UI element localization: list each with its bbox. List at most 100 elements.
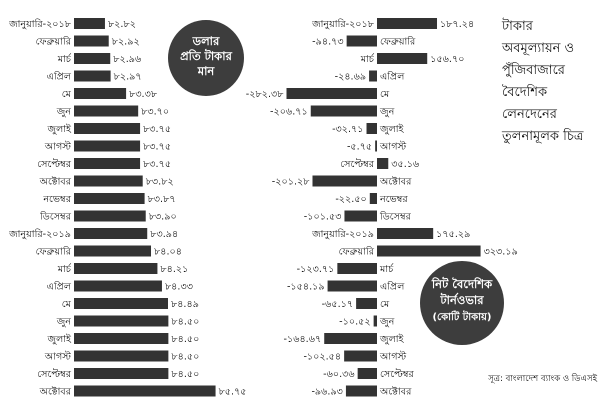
left-chart-title-line: প্রতি টাকার — [180, 48, 232, 63]
left-category-label: অক্টোবর — [39, 176, 72, 188]
left-value-label: ৮৩.৯৪ — [150, 229, 178, 240]
right-bar — [377, 53, 428, 64]
left-category-label: ডিসেম্বর — [39, 211, 72, 223]
source-note: সূত্র: বাংলাদেশ ব্যাংক ও ডিএসই — [487, 373, 597, 384]
right-bar — [357, 368, 377, 379]
left-bar — [74, 333, 169, 344]
left-bar — [74, 158, 141, 169]
right-chart-title-line: নিট বৈদেশিক — [431, 276, 493, 291]
left-value-label: ৮৪.৪৯ — [171, 299, 199, 310]
right-bar — [337, 263, 377, 274]
left-bar — [74, 193, 145, 204]
left-bar — [74, 280, 162, 292]
left-value-label: ৮৪.৫০ — [171, 369, 199, 380]
left-category-label: এপ্রিল — [47, 281, 72, 293]
right-value-label: ১৮৭.২৪ — [440, 19, 474, 30]
right-value-label: -১৫৪.১৯ — [287, 282, 325, 293]
right-bar — [373, 315, 377, 327]
right-category-label: জুন — [379, 107, 396, 118]
left-category-label: ফেব্রুয়ারি — [36, 246, 72, 258]
right-value-label: ১৭৫.২৯ — [436, 229, 470, 240]
left-bar — [74, 245, 152, 257]
left-value-label: ৮৩.৭৫ — [143, 142, 171, 153]
left-bar — [74, 210, 146, 222]
left-bar — [74, 70, 111, 82]
right-value-label: -১০১.৫৩ — [304, 212, 342, 223]
right-category-label: অক্টোবর — [379, 386, 412, 398]
left-value-label: ৮২.৯৭ — [114, 72, 142, 83]
left-category-label: ফেব্রুয়ারি — [36, 36, 72, 48]
left-value-label: ৮৩.৭৫ — [143, 159, 171, 170]
left-bar — [74, 18, 105, 29]
left-value-label: ৮৪.৫০ — [171, 334, 199, 345]
right-value-label: -২৮২.৩৮ — [246, 89, 284, 100]
right-category-label: ডিসেম্বর — [379, 211, 412, 223]
left-value-label: ৮৩.৩৮ — [129, 89, 158, 100]
left-bar — [74, 315, 169, 327]
right-value-label: -৬৫.১৭ — [322, 299, 353, 310]
left-category-label: সেপ্টেম্বর — [37, 368, 71, 380]
right-value-label: -২০৬.৭১ — [270, 107, 308, 118]
right-value-label: -৯৬.৯৩ — [311, 387, 343, 398]
right-value-label: -১২৩.৭১ — [297, 264, 335, 275]
right-category-label: সেপ্টেম্বর — [380, 368, 414, 380]
left-category-label: এপ্রিল — [47, 71, 72, 83]
right-bar — [286, 88, 377, 99]
left-category-label: নভেম্বর — [42, 194, 71, 205]
left-bar — [74, 53, 111, 64]
right-category-label: ফেব্রুয়ারি — [380, 36, 416, 48]
right-value-label: -৬০.৩৬ — [323, 369, 355, 380]
right-value-label: ৩৫.১৬ — [391, 159, 420, 170]
right-value-label: -২২.৫০ — [335, 194, 366, 205]
right-category-label: এপ্রিল — [380, 281, 405, 293]
left-category-label: আগস্ট — [44, 140, 72, 153]
page-title-line: টাকার — [501, 18, 534, 34]
right-value-label: -১০২.৫৪ — [303, 352, 341, 363]
left-value-label: ৮৩.৯০ — [149, 212, 177, 223]
right-bar — [344, 210, 377, 222]
left-value-label: ৮৪.৫০ — [171, 317, 199, 328]
left-value-label: ৮৪.০৪ — [154, 247, 182, 258]
left-category-label: জুলাই — [46, 333, 72, 345]
left-bar — [74, 228, 148, 239]
left-bar — [74, 35, 109, 47]
page-title-line: লেনদেনের — [502, 107, 558, 122]
right-value-label: -১৬৪.৬৭ — [284, 334, 322, 345]
left-value-label: ৮৩.৮৭ — [148, 194, 176, 205]
right-value-label: -২০১.২৮ — [272, 177, 310, 188]
left-bar — [74, 385, 216, 397]
left-bar — [74, 140, 141, 152]
right-category-label: অক্টোবর — [379, 176, 412, 188]
left-bar — [74, 123, 141, 134]
page-title-line: পুঁজিবাজারে — [502, 62, 566, 78]
left-bar — [74, 298, 168, 309]
right-category-label: জুলাই — [379, 333, 405, 345]
left-category-label: আগস্ট — [44, 350, 72, 363]
left-bar — [74, 105, 139, 117]
left-category-label: মার্চ — [57, 263, 72, 275]
left-chart-title-line: ডলার — [192, 34, 220, 48]
right-category-label: এপ্রিল — [380, 71, 405, 83]
right-bar — [375, 140, 377, 152]
right-chart-title-badge — [420, 261, 504, 345]
left-category-label: সেপ্টেম্বর — [37, 158, 71, 170]
left-bar — [74, 263, 158, 274]
left-value-label: ৮৩.৭০ — [141, 107, 169, 118]
page-title-line: তুলনামূলক চিত্র — [501, 128, 584, 144]
left-bar — [74, 175, 143, 187]
page-title-line: বৈদেশিক — [502, 84, 548, 100]
left-value-label: ৮৩.৭৫ — [143, 124, 171, 135]
right-bar — [344, 350, 377, 362]
left-category-label: অক্টোবর — [39, 386, 72, 398]
left-chart-title-badge — [168, 20, 244, 96]
right-chart-title-line: (কোটি টাকায়) — [432, 309, 491, 323]
right-bar — [369, 193, 377, 204]
left-bar — [74, 88, 127, 99]
right-bar — [346, 35, 377, 47]
right-chart-title-line: টার্নওভার — [439, 292, 484, 307]
left-category-label: মে — [62, 89, 72, 100]
right-category-label: সেপ্টেম্বর — [340, 158, 374, 170]
right-value-label: -৫.৭৫ — [347, 142, 372, 153]
left-category-label: জুন — [56, 317, 73, 328]
